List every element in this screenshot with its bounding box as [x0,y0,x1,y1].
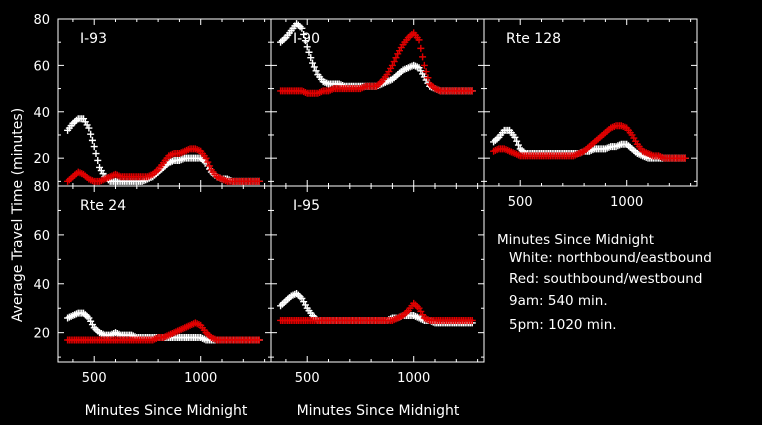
panel-frame [483,18,698,187]
legend-line-red: Red: southbound/westbound [509,271,702,287]
panel-i-95: 500 1000 I-95 [270,185,485,386]
data-point [310,63,318,71]
data-point [301,37,309,45]
panel-rte-128: 500 1000 Rte 128 [483,18,698,210]
series-southbound-westbound [64,145,263,185]
data-point [255,336,263,344]
x-tick-label: 1000 [610,195,643,210]
panel-rte-24: 500 1000 20 40 60 80 Rte 24 [33,180,272,386]
data-point [307,54,315,62]
data-point [392,54,400,62]
x-tick-label: 1000 [397,371,430,386]
legend-line-9am: 9am: 540 min. [509,293,608,309]
data-point [309,59,317,67]
legend-line-white: White: northbound/eastbound [509,250,712,266]
data-point [305,48,313,56]
data-point [415,36,423,44]
x-tick-label: 1000 [184,371,217,386]
panel-title: Rte 24 [80,198,126,214]
data-point [92,150,100,158]
panel-title: I-90 [293,31,320,47]
data-point [303,43,311,51]
data-point [468,316,476,324]
panel-title: I-93 [80,31,107,47]
data-point [511,133,519,141]
data-point [255,177,263,185]
x-tick-label: 500 [295,371,320,386]
panel-frame [270,185,485,363]
data-point [298,24,306,32]
data-point [312,67,320,75]
data-point [94,156,102,164]
data-point [388,61,396,69]
data-point [87,130,95,138]
data-point [204,158,212,166]
data-point [390,58,398,66]
y-tick-label: 40 [33,278,50,293]
y-tick-label: 20 [33,152,50,167]
panel-title: I-95 [293,198,320,214]
data-point [681,154,689,162]
data-point [88,136,96,144]
y-tick-label: 60 [33,59,50,74]
y-axis-label: Average Travel Time (minutes) [10,108,26,322]
y-tick-label: 60 [33,229,50,244]
panel-title: Rte 128 [506,31,561,47]
y-tick-label: 40 [33,106,50,121]
data-point [424,74,432,82]
data-point [202,154,210,162]
data-point [422,68,430,76]
y-tick-label: 80 [33,13,50,28]
legend-title: Minutes Since Midnight [497,232,654,248]
series-southbound-westbound [277,299,476,324]
panels: 20 40 60 80 I-93 I-90 500 1000 Rte 128 500 1000 20 4… [33,13,698,386]
series-southbound-westbound [490,122,689,162]
series-southbound-westbound [64,319,263,344]
x-axis-label-middle: Minutes Since Midnight [297,403,460,419]
x-axis-label-left: Minutes Since Midnight [85,403,248,419]
data-point [420,61,428,69]
data-point [417,44,425,52]
data-point [90,143,98,151]
data-point [206,162,214,170]
y-tick-label: 20 [33,327,50,342]
x-tick-label: 500 [508,195,533,210]
legend-line-5pm: 5pm: 1020 min. [509,317,617,333]
series-southbound-westbound [277,29,476,97]
legend: Minutes Since Midnight White: northbound… [497,232,712,333]
data-point [514,141,522,149]
y-tick-label: 80 [33,180,50,195]
data-point [85,124,93,132]
x-tick-label: 500 [82,371,107,386]
data-point [468,87,476,95]
data-point [513,137,521,145]
data-point [300,30,308,38]
data-point [419,53,427,61]
